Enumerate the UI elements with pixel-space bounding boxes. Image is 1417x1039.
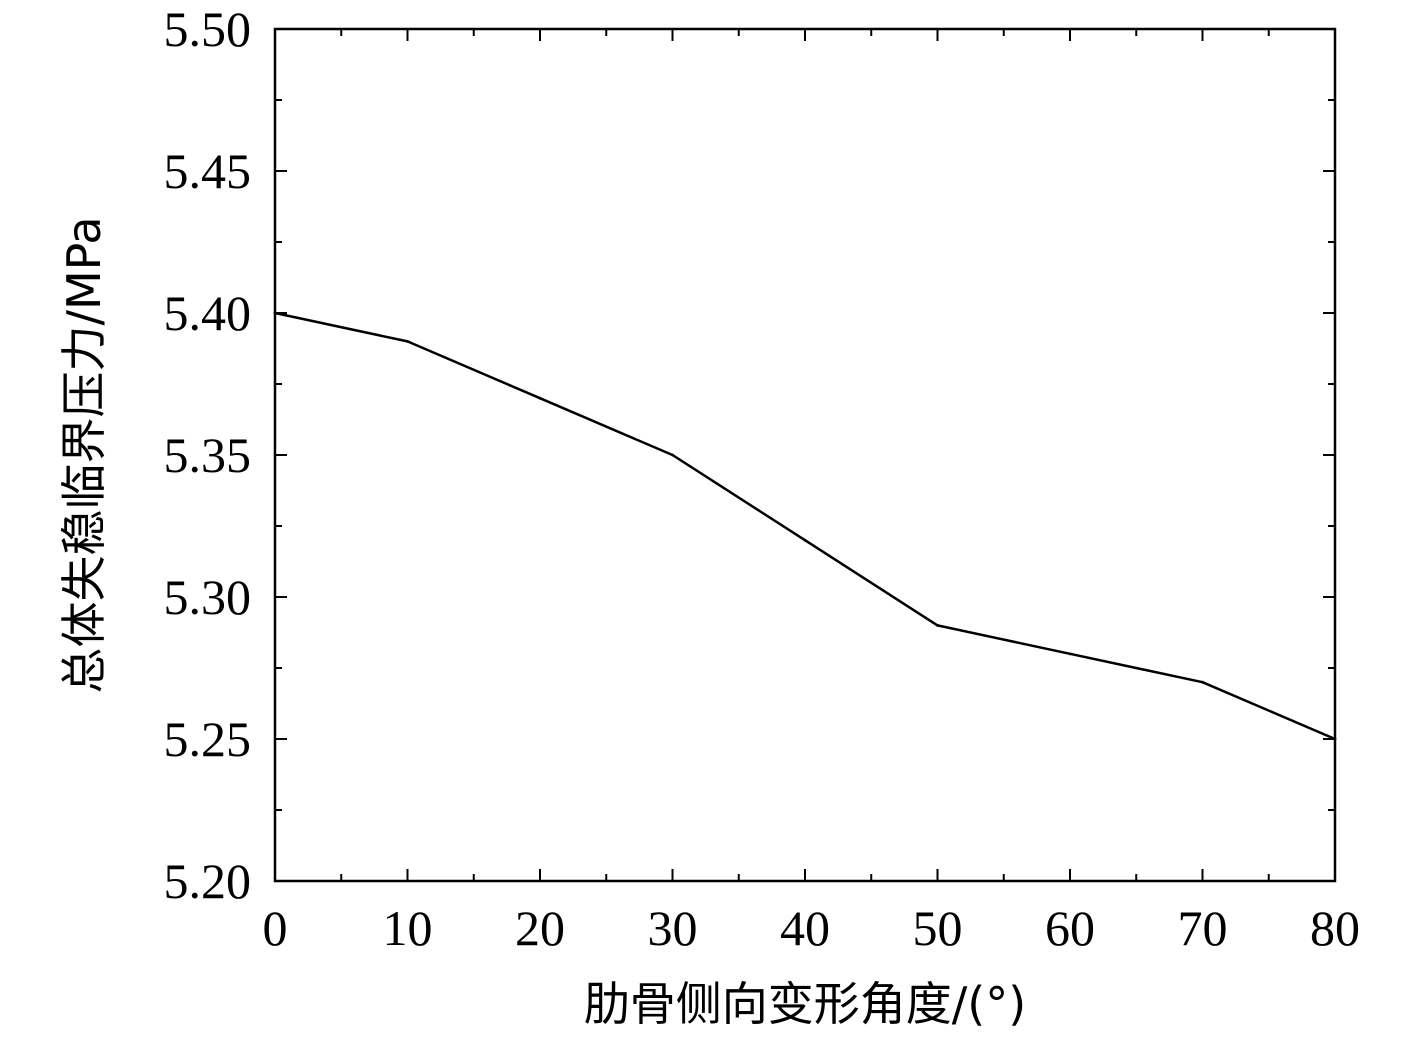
series-group [273,311,1337,741]
data-point [406,340,409,343]
data-point [936,624,939,627]
x-tick-label: 80 [1310,900,1360,956]
series-line [274,311,1336,741]
plot-frame [273,27,1337,883]
x-tick-label: 0 [263,900,288,956]
data-point [803,538,807,542]
data-point [1201,680,1204,684]
y-tick-label: 5.45 [164,143,252,199]
data-point [538,396,542,400]
x-tick-label: 60 [1045,900,1095,956]
x-tick-label: 50 [913,900,963,956]
y-axis-title: 总体失稳临界压力/MPa [57,216,111,693]
y-tick-label: 5.40 [164,285,252,341]
x-tick-labels: 0 10 20 30 40 50 60 70 80 [263,900,1361,956]
y-tick-label: 5.30 [164,569,252,625]
x-tick-label: 20 [515,900,565,956]
data-point [1333,737,1337,741]
x-tick-label: 40 [780,900,830,956]
data-point [1068,652,1072,656]
y-tick-label: 5.35 [164,427,252,483]
y-tick-label: 5.20 [164,853,252,909]
y-tick-labels: 5.20 5.25 5.30 5.35 5.40 5.45 5.50 [164,1,252,909]
data-point [273,311,277,315]
data-point [671,453,674,457]
x-tick-label: 30 [648,900,698,956]
axis-ticks [274,28,1336,882]
x-axis-title: 肋骨侧向变形角度/(°) [584,977,1026,1031]
x-tick-label: 70 [1178,900,1228,956]
x-tick-label: 10 [383,900,433,956]
y-tick-label: 5.50 [164,1,252,57]
y-tick-label: 5.25 [164,711,252,767]
